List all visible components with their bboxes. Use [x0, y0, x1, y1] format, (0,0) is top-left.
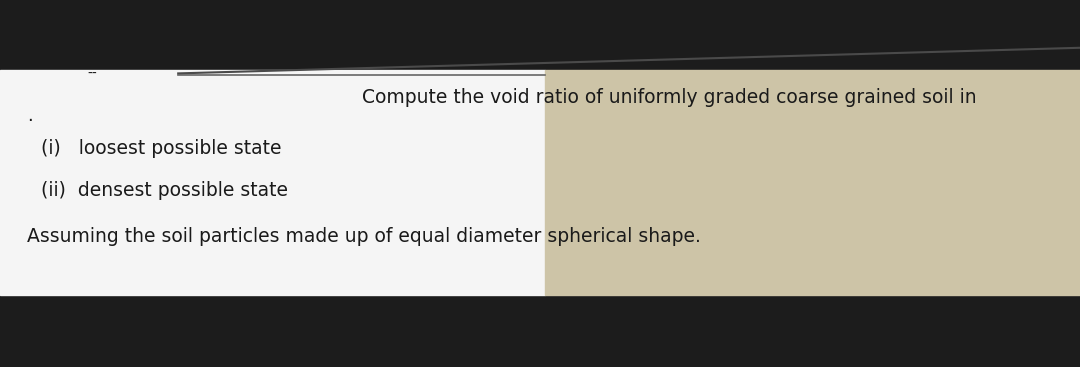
Text: Compute the void ratio of uniformly graded coarse grained soil in: Compute the void ratio of uniformly grad… — [362, 88, 977, 107]
Bar — [545, 70, 1080, 295]
Bar — [0, 70, 545, 295]
Text: (i)   loosest possible state: (i) loosest possible state — [41, 139, 282, 158]
Text: .: . — [27, 106, 32, 125]
Text: --: -- — [86, 66, 97, 80]
Text: Assuming the soil particles made up of equal diameter spherical shape.: Assuming the soil particles made up of e… — [27, 227, 701, 246]
Text: (ii)  densest possible state: (ii) densest possible state — [41, 181, 288, 200]
